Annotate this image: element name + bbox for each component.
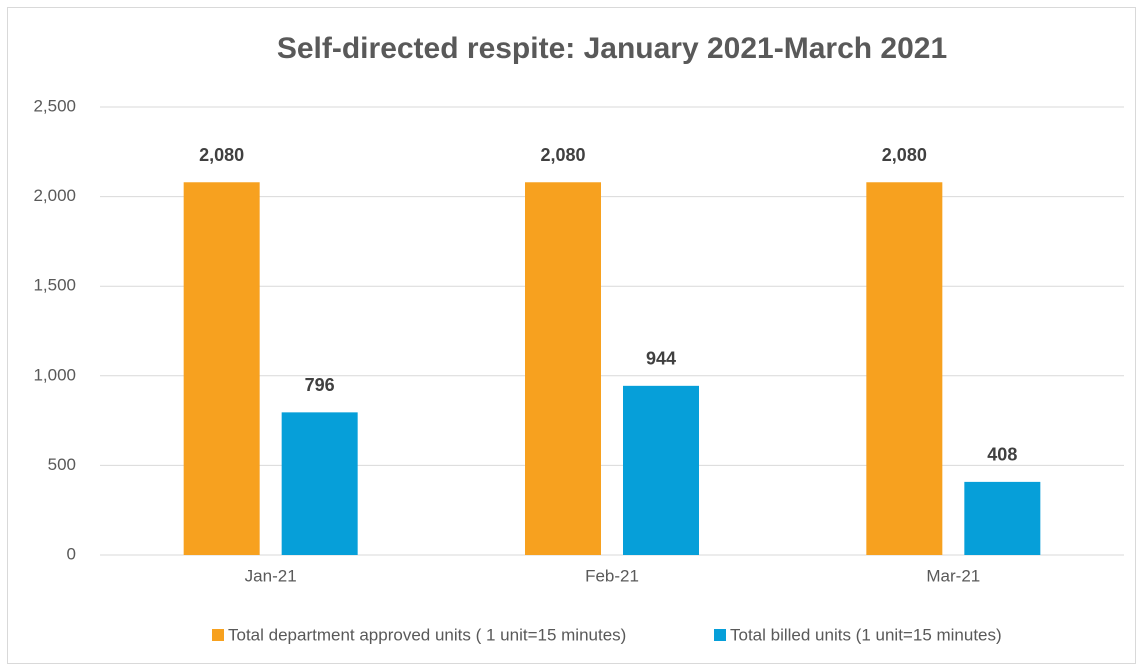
bar bbox=[525, 182, 601, 555]
chart-title: Self-directed respite: January 2021-Marc… bbox=[277, 32, 947, 65]
legend-swatch bbox=[212, 629, 224, 641]
bar bbox=[281, 412, 358, 555]
y-tick-label: 500 bbox=[48, 455, 76, 474]
x-tick-label: Mar-21 bbox=[926, 566, 980, 585]
value-label: 796 bbox=[305, 375, 335, 395]
bar bbox=[183, 182, 260, 555]
x-tick-label: Jan-21 bbox=[245, 566, 297, 585]
y-tick-label: 2,500 bbox=[33, 96, 76, 115]
x-tick-label: Feb-21 bbox=[585, 566, 639, 585]
legend-label: Total department approved units ( 1 unit… bbox=[228, 625, 626, 644]
value-label: 944 bbox=[646, 349, 676, 369]
value-label: 408 bbox=[987, 445, 1017, 465]
y-tick-label: 1,000 bbox=[33, 365, 76, 384]
bar bbox=[866, 182, 943, 555]
value-label: 2,080 bbox=[199, 145, 244, 165]
legend-label: Total billed units (1 unit=15 minutes) bbox=[730, 625, 1002, 644]
value-label: 2,080 bbox=[540, 145, 585, 165]
bar bbox=[964, 481, 1041, 555]
value-label: 2,080 bbox=[882, 145, 927, 165]
y-tick-label: 2,000 bbox=[33, 186, 76, 205]
bar bbox=[623, 385, 699, 555]
legend-swatch bbox=[714, 629, 726, 641]
y-tick-label: 1,500 bbox=[33, 276, 76, 295]
y-tick-label: 0 bbox=[67, 544, 76, 563]
